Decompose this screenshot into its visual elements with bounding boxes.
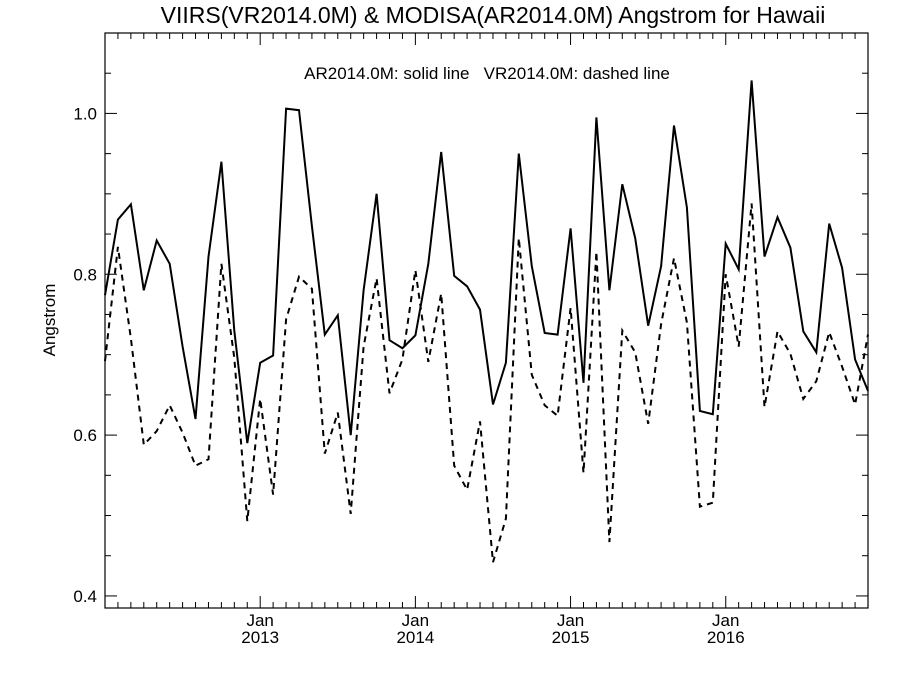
y-axis-label: Angstrom [40,284,59,357]
x-tick-label-month: Jan [712,611,739,630]
y-tick-label: 0.4 [73,587,97,606]
y-tick-label: 0.6 [73,426,97,445]
line-style-annotation: AR2014.0M: solid line VR2014.0M: dashed … [304,64,670,83]
x-tick-label-month: Jan [246,611,273,630]
y-tick-label: 1.0 [73,104,97,123]
x-tick-label-year: 2016 [707,628,745,647]
x-tick-label-month: Jan [557,611,584,630]
x-tick-label-year: 2013 [241,628,279,647]
plot-frame [104,32,869,609]
x-tick-label-year: 2014 [396,628,434,647]
y-tick-label: 0.8 [73,265,97,284]
x-tick-label-month: Jan [402,611,429,630]
series-layer [104,80,869,563]
x-tick-label-year: 2015 [552,628,590,647]
series-line-ar2014-0m [104,80,869,444]
series-line-vr2014-0m [104,203,869,563]
chart-title: VIIRS(VR2014.0M) & MODISA(AR2014.0M) Ang… [161,2,826,28]
